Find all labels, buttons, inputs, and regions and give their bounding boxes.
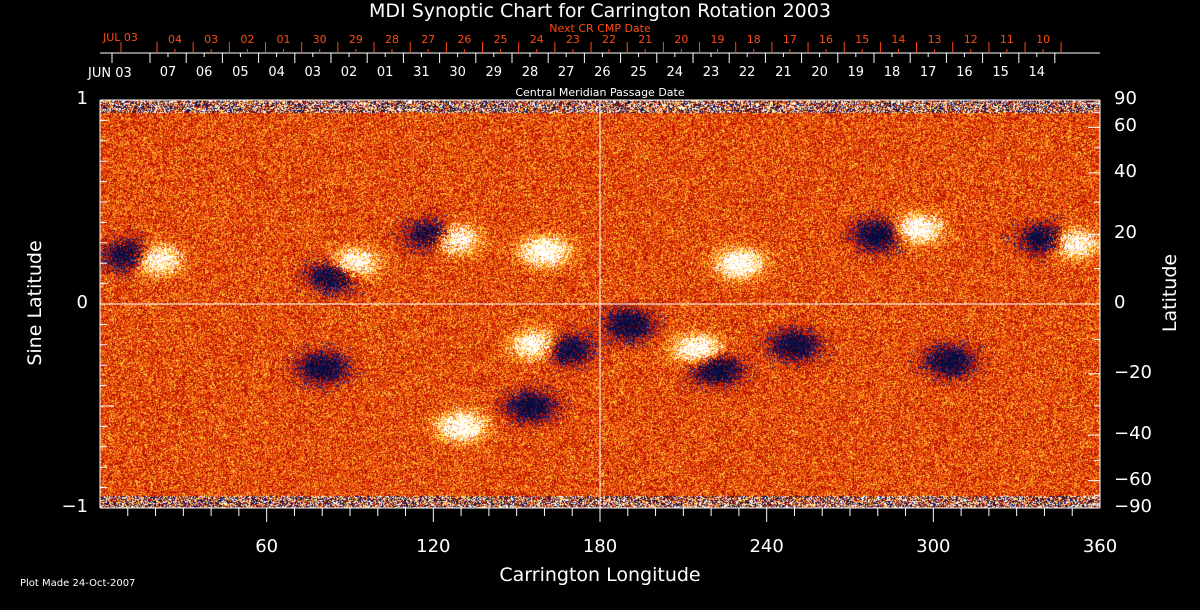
cmp-axis-label: Central Meridian Passage Date <box>515 86 685 99</box>
cmp-date-label: 30 <box>449 65 466 80</box>
cmp-date-label: 02 <box>340 65 358 80</box>
next-date-label: 11 <box>999 33 1014 46</box>
cmp-date-label: 27 <box>557 65 575 80</box>
cmp-date-label: 23 <box>702 65 720 80</box>
next-date-label: 04 <box>168 33 182 46</box>
next-cmp-axis-label: Next CR CMP Date <box>549 22 651 35</box>
next-date-label: 19 <box>710 33 725 46</box>
cmp-date-label: 14 <box>1028 65 1046 80</box>
y2-tick-label: −90 <box>1114 496 1152 517</box>
y2-tick-label: 0 <box>1114 292 1126 313</box>
next-date-label: 20 <box>674 33 689 46</box>
next-date-label: 28 <box>385 33 400 46</box>
x-axis-label: Carrington Longitude <box>499 564 701 586</box>
cmp-date-label: 22 <box>738 65 756 80</box>
cmp-date-label: 24 <box>666 65 684 80</box>
x-tick-label: 240 <box>749 536 784 557</box>
cmp-date-label: 07 <box>159 65 177 80</box>
x-tick-label: 300 <box>916 536 951 557</box>
y-tick-label: 1 <box>76 88 88 109</box>
next-date-label: 27 <box>421 33 436 46</box>
y-tick-label: 0 <box>76 292 88 313</box>
cmp-date-label: 15 <box>992 65 1009 80</box>
chart-title: MDI Synoptic Chart for Carrington Rotati… <box>369 0 831 22</box>
next-cmp-start: JUL 03 <box>103 31 138 44</box>
x-tick-label: 180 <box>582 536 618 557</box>
next-date-label: 12 <box>963 33 978 46</box>
cmp-date-label: 01 <box>376 65 394 80</box>
y2-tick-label: −40 <box>1114 423 1152 445</box>
cmp-start: JUN 03 <box>88 66 132 81</box>
cmp-date-label: 26 <box>594 65 611 80</box>
cmp-date-label: 04 <box>268 65 285 80</box>
next-date-label: 26 <box>457 33 472 46</box>
cmp-date-label: 03 <box>304 65 322 80</box>
next-date-label: 14 <box>891 33 906 46</box>
cmp-date-label: 19 <box>847 65 865 80</box>
cmp-date-label: 20 <box>811 65 828 80</box>
cmp-date-label: 31 <box>413 65 430 80</box>
next-date-label: 13 <box>927 33 942 46</box>
cmp-date-label: 21 <box>775 65 792 80</box>
cmp-date-label: 06 <box>195 65 213 80</box>
y-tick-label: −1 <box>61 496 88 517</box>
next-date-label: 24 <box>529 33 544 46</box>
next-date-label: 10 <box>1036 33 1051 46</box>
x-tick-label: 120 <box>416 536 451 557</box>
y2-tick-label: −20 <box>1114 361 1152 383</box>
next-date-label: 17 <box>782 33 797 46</box>
cmp-date-label: 17 <box>919 65 937 80</box>
y2-tick-label: −60 <box>1114 468 1152 490</box>
y2-axis-label: Latitude <box>1159 253 1181 333</box>
next-date-label: 23 <box>565 33 580 46</box>
cmp-date-label: 28 <box>521 65 539 80</box>
cmp-date-label: 29 <box>485 65 503 80</box>
next-date-label: 18 <box>746 33 761 46</box>
x-tick-label: 60 <box>255 536 279 557</box>
next-date-label: 21 <box>638 33 653 46</box>
cmp-date-label: 16 <box>956 65 973 80</box>
next-date-label: 15 <box>855 33 870 46</box>
y2-tick-label: 20 <box>1114 222 1137 244</box>
next-date-label: 25 <box>493 33 508 46</box>
next-date-label: 02 <box>240 33 255 46</box>
y2-tick-label: 90 <box>1114 88 1137 109</box>
plot-made-note: Plot Made 24-Oct-2007 <box>20 578 136 589</box>
next-date-label: 16 <box>819 33 834 46</box>
y2-tick-label: 40 <box>1114 160 1137 182</box>
x-tick-label: 360 <box>1082 536 1118 557</box>
cmp-date-label: 05 <box>232 65 249 80</box>
next-date-label: 03 <box>204 33 219 46</box>
next-date-label: 01 <box>276 33 291 46</box>
next-date-label: 29 <box>348 33 363 46</box>
y-axis-label: Sine Latitude <box>24 240 46 366</box>
next-date-label: 22 <box>602 33 617 46</box>
next-date-label: 30 <box>312 33 327 46</box>
cmp-date-label: 25 <box>630 65 647 80</box>
y2-tick-label: 60 <box>1114 115 1137 137</box>
cmp-date-label: 18 <box>883 65 901 80</box>
